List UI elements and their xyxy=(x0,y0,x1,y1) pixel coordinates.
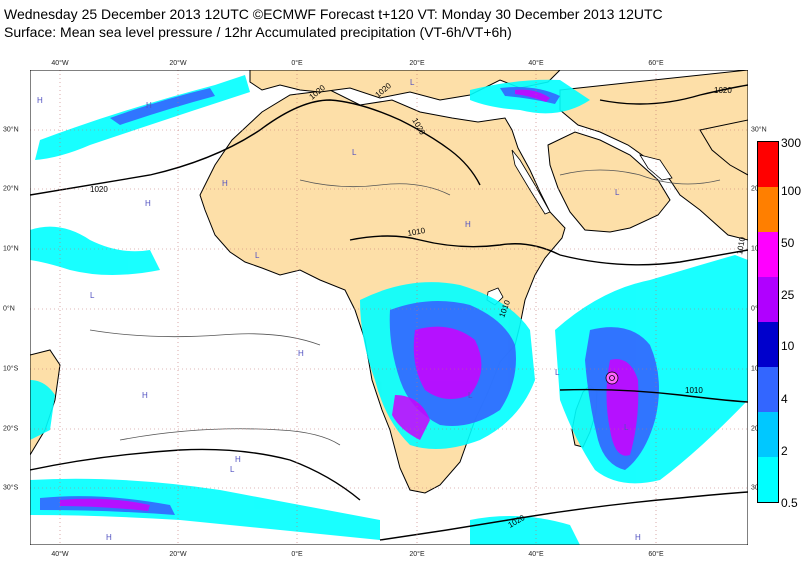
precip-heavy-med xyxy=(515,89,550,102)
isobars xyxy=(30,84,748,541)
precip-brazil xyxy=(30,380,55,440)
thin-isobar-atlantic xyxy=(89,329,321,346)
isobar-1010-south-east xyxy=(559,388,748,403)
low-pressure-marker: L xyxy=(410,78,415,87)
low-pressure-marker: L xyxy=(468,391,473,400)
legend-label: 0.5 xyxy=(781,496,798,510)
pressure-centres: H H H H H H H H H H L L L L L L L L L xyxy=(37,78,641,542)
high-pressure-marker: H xyxy=(145,199,151,208)
lon-label-20e-bottom: 20°E xyxy=(409,551,425,558)
precip-atlantic-west xyxy=(30,226,160,275)
precip-south-atlantic xyxy=(30,478,380,540)
high-pressure-marker: H xyxy=(235,455,241,464)
thin-isobar-arabia xyxy=(559,169,721,185)
isobar-1010-east xyxy=(559,249,748,266)
legend-swatch-10 xyxy=(758,322,778,367)
precip-south-indian xyxy=(470,516,580,545)
weather-map: 1020 1020 1020 1020 1010 1010 1010 1010 … xyxy=(30,70,748,545)
legend-swatch-50 xyxy=(758,232,778,277)
high-pressure-marker: H xyxy=(106,533,112,542)
high-pressure-marker: H xyxy=(298,349,304,358)
lat-label-0n-right: 0°N xyxy=(751,305,763,313)
legend-label: 25 xyxy=(781,288,795,302)
legend-swatch-4 xyxy=(758,367,778,412)
low-pressure-marker: L xyxy=(555,368,560,377)
legend-swatch-25 xyxy=(758,277,778,322)
high-pressure-marker: H xyxy=(37,96,43,105)
lon-label-40e-top: 40°E xyxy=(528,60,544,67)
lon-label-40w-bottom: 40°W xyxy=(51,551,69,558)
lat-label-30n-left: 30°N xyxy=(3,126,19,134)
map-title-line1: Wednesday 25 December 2013 12UTC ©ECMWF … xyxy=(4,6,663,22)
lat-label-30s-left: 30°S xyxy=(3,484,19,492)
lon-label-40w-top: 40°W xyxy=(51,60,69,67)
lon-label-20e-top: 20°E xyxy=(409,60,425,67)
isobar-1020-north xyxy=(30,99,481,196)
lat-label-20n-left: 20°N xyxy=(3,185,19,193)
isobar-label: 1010 xyxy=(407,226,427,238)
map-title-line2: Surface: Mean sea level pressure / 12hr … xyxy=(4,24,512,40)
legend-label: 300 xyxy=(781,136,802,150)
legend-swatch-0.5 xyxy=(758,457,778,502)
thin-isobar-north-africa xyxy=(299,179,451,196)
legend-label: 2 xyxy=(781,444,788,458)
low-pressure-marker: L xyxy=(230,465,235,474)
high-pressure-marker: H xyxy=(142,391,148,400)
isobar-label: 1010 xyxy=(735,236,747,256)
arabian-sea-land xyxy=(699,119,748,176)
high-pressure-marker: H xyxy=(222,179,228,188)
isobar-1020-north-east xyxy=(599,84,748,105)
precip-heavy-southern-africa xyxy=(392,395,430,440)
high-pressure-marker: H xyxy=(146,101,152,110)
lat-label-10n-left: 10°N xyxy=(3,245,19,253)
low-pressure-marker: L xyxy=(624,423,629,432)
legend-label: 50 xyxy=(781,236,795,250)
isobar-1020-south-atlantic xyxy=(30,448,361,501)
lon-label-40e-bottom: 40°E xyxy=(528,551,544,558)
lat-label-30n-right: 30°N xyxy=(751,126,767,134)
legend-swatch-100 xyxy=(758,187,778,232)
lat-label-0n-left: 0°N xyxy=(3,305,15,313)
precip-heavy-atlantic xyxy=(60,498,150,511)
legend-label: 10 xyxy=(781,339,795,353)
lon-label-20w-top: 20°W xyxy=(169,60,187,67)
legend-label: 100 xyxy=(781,184,802,198)
low-pressure-marker: L xyxy=(615,188,620,197)
persian-gulf xyxy=(639,154,673,181)
legend-swatch-2 xyxy=(758,412,778,457)
lat-label-20s-left: 20°S xyxy=(3,425,19,433)
lat-label-10s-left: 10°S xyxy=(3,365,19,373)
isobar-label: 1020 xyxy=(90,185,108,194)
isobar-1020-south xyxy=(379,491,748,541)
lon-label-60e-top: 60°E xyxy=(648,60,664,67)
thin-isobar-south-atlantic xyxy=(119,428,341,446)
legend-swatch-300 xyxy=(758,142,778,187)
isobar-label: 1020 xyxy=(714,86,732,95)
red-sea xyxy=(511,149,551,215)
low-pressure-marker: L xyxy=(255,251,260,260)
cyclone-symbol xyxy=(605,371,619,385)
precip-core-north xyxy=(110,88,215,125)
lon-label-20w-bottom: 20°W xyxy=(169,551,187,558)
arabia-landmass xyxy=(547,131,671,233)
lon-label-0e-top: 0°E xyxy=(291,60,303,67)
high-pressure-marker: H xyxy=(635,533,641,542)
low-pressure-marker: L xyxy=(90,291,95,300)
lon-label-0e-bottom: 0°E xyxy=(291,551,303,558)
middle-east-landmass xyxy=(559,70,748,241)
precip-heavy-central-africa xyxy=(413,326,482,399)
lon-label-60e-bottom: 60°E xyxy=(648,551,664,558)
thin-isobars xyxy=(89,169,721,446)
isobar-label: 1010 xyxy=(685,386,703,395)
precipitation-bands xyxy=(30,75,748,545)
low-pressure-marker: L xyxy=(352,148,357,157)
precipitation-legend xyxy=(757,141,779,503)
high-pressure-marker: H xyxy=(465,220,471,229)
isobar-1010-north xyxy=(349,235,561,256)
legend-label: 4 xyxy=(781,392,788,406)
